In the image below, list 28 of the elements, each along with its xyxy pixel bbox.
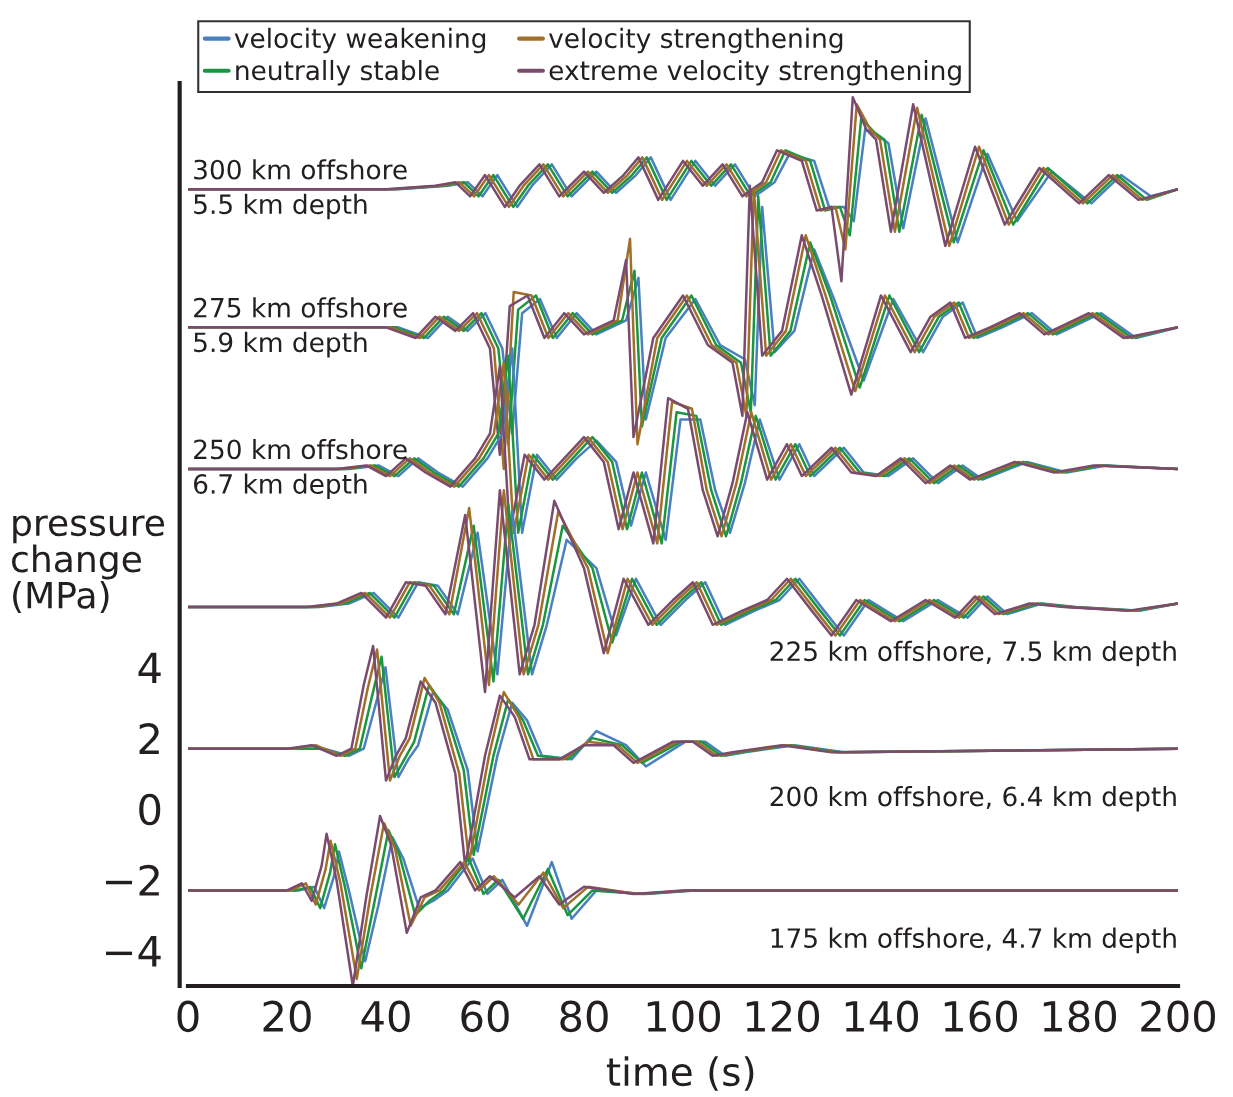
y-tick-label: 0 [139,793,161,826]
legend-label: velocity strengthening [548,27,843,54]
x-tick-label: 160 [944,1000,1017,1033]
x-tick-label: 200 [1141,1000,1215,1033]
y-tick-label: 4 [138,652,161,684]
x-tick-label: 40 [361,1000,410,1033]
x-tick-label: 20 [263,1000,311,1033]
x-tick-label: 100 [647,1000,720,1033]
y-tick-label: 2 [139,723,159,754]
legend-label: velocity weakening [234,27,486,54]
annotation: 175 km offshore, 4.7 km depth [771,927,1176,954]
x-tick-label: 0 [177,1000,199,1033]
annotation: 275 km offshore 5.9 km depth [194,297,407,358]
x-tick-label: 80 [560,1000,608,1033]
y-tick-label: −4 [105,936,161,967]
legend-label: extreme velocity strengthening [549,59,961,86]
x-tick-label: 60 [461,1000,509,1033]
y-axis-title: pressure change (MPa) [11,515,165,614]
annotation: 250 km offshore 6.7 km depth [194,438,407,500]
y-tick-label: −2 [105,864,159,896]
x-tick-label: 180 [1043,1000,1116,1033]
annotation: 225 km offshore, 7.5 km depth [770,640,1176,667]
x-axis-title: time (s) [606,1056,754,1091]
x-tick-label: 120 [746,1000,819,1033]
x-tick-label: 140 [845,1000,918,1033]
legend-label: neutrally stable [236,59,439,86]
annotation: 300 km offshore 5.5 km depth [194,159,407,220]
annotation: 200 km offshore, 6.4 km depth [770,785,1176,812]
